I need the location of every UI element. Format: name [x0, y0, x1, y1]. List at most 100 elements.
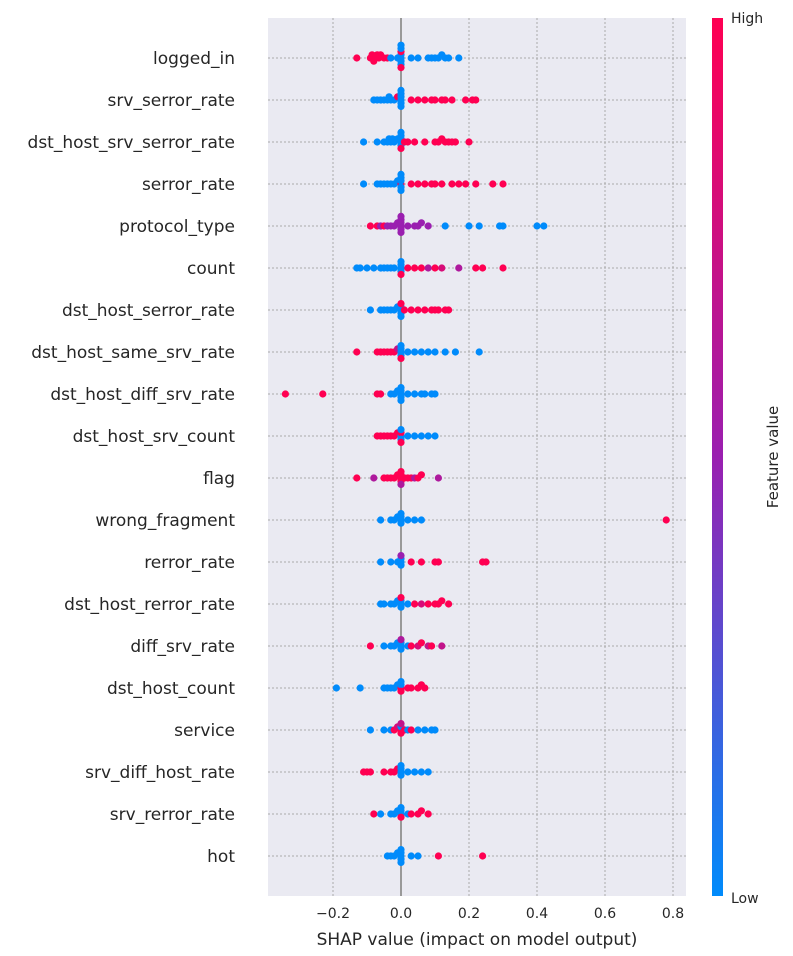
shap-point-srv_rerror_rate [377, 810, 385, 818]
shap-point-dst_host_serror_rate [434, 306, 442, 314]
shap-point-dst_host_srv_serror_rate [360, 138, 368, 146]
shap-point-count [390, 264, 398, 272]
shap-point-wrong_fragment [397, 519, 405, 527]
colorbar [712, 18, 723, 896]
shap-point-srv_serror_rate [462, 96, 470, 104]
shap-point-wrong_fragment [377, 516, 385, 524]
feature-label: rerror_rate [144, 553, 235, 573]
shap-point-srv_serror_rate [431, 96, 439, 104]
shap-point-logged_in [414, 54, 422, 62]
shap-point-logged_in [387, 54, 395, 62]
shap-point-srv_rerror_rate [370, 810, 378, 818]
shap-point-serror_rate [438, 180, 446, 188]
shap-point-flag [353, 474, 361, 482]
shap-point-serror_rate [397, 170, 405, 178]
shap-point-wrong_fragment [404, 516, 412, 524]
shap-point-serror_rate [431, 180, 439, 188]
shap-point-service [414, 726, 422, 734]
feature-label: dst_host_srv_count [73, 427, 236, 447]
shap-point-rerror_rate [397, 561, 405, 569]
feature-label: srv_rerror_rate [110, 805, 235, 825]
shap-point-dst_host_srv_serror_rate [397, 144, 405, 152]
shap-point-protocol_type [475, 222, 483, 230]
shap-point-srv_serror_rate [414, 96, 422, 104]
shap-point-dst_host_count [421, 684, 429, 692]
shap-point-dst_host_count [356, 684, 364, 692]
shap-point-protocol_type [465, 222, 473, 230]
shap-point-count [397, 258, 405, 266]
shap-point-dst_host_rerror_rate [424, 600, 432, 608]
x-tick-label: 0.8 [662, 906, 684, 922]
shap-point-srv_diff_host_rate [397, 771, 405, 779]
feature-label: dst_host_count [107, 679, 235, 699]
feature-label: dst_host_rerror_rate [64, 595, 235, 615]
shap-point-diff_srv_rate [380, 642, 388, 650]
shap-point-dst_host_srv_serror_rate [404, 138, 412, 146]
shap-point-protocol_type [533, 222, 541, 230]
shap-point-dst_host_srv_count [431, 432, 439, 440]
shap-point-rerror_rate [434, 558, 442, 566]
shap-point-logged_in [397, 64, 405, 72]
shap-point-dst_host_same_srv_rate [417, 348, 425, 356]
feature-label: count [187, 259, 235, 279]
shap-point-dst_host_serror_rate [366, 306, 374, 314]
shap-point-hot [414, 852, 422, 860]
shap-point-srv_serror_rate [397, 86, 405, 94]
shap-point-dst_host_diff_srv_rate [431, 390, 439, 398]
shap-point-count [438, 264, 446, 272]
shap-point-hot [434, 852, 442, 860]
shap-point-srv_serror_rate [397, 102, 405, 110]
shap-point-dst_host_count [397, 687, 405, 695]
colorbar-low-label: Low [731, 891, 759, 907]
shap-point-rerror_rate [417, 558, 425, 566]
shap-point-dst_host_diff_srv_rate [397, 384, 405, 392]
shap-point-serror_rate [489, 180, 497, 188]
shap-point-dst_host_same_srv_rate [397, 342, 405, 350]
shap-point-serror_rate [397, 186, 405, 194]
feature-label: srv_serror_rate [108, 91, 235, 111]
shap-point-dst_host_srv_count [417, 432, 425, 440]
shap-point-serror_rate [455, 180, 463, 188]
shap-point-hot [397, 846, 405, 854]
shap-point-diff_srv_rate [438, 642, 446, 650]
shap-point-flag [397, 480, 405, 488]
shap-point-wrong_fragment [411, 516, 419, 524]
shap-point-dst_host_serror_rate [445, 306, 453, 314]
shap-point-dst_host_srv_count [424, 432, 432, 440]
shap-point-dst_host_rerror_rate [445, 600, 453, 608]
shap-point-protocol_type [417, 219, 425, 227]
shap-point-srv_diff_host_rate [417, 768, 425, 776]
shap-point-wrong_fragment [397, 509, 405, 518]
shap-point-dst_host_diff_srv_rate [319, 390, 327, 398]
shap-point-wrong_fragment [417, 516, 425, 524]
feature-label: flag [203, 469, 235, 489]
shap-point-count [397, 270, 405, 278]
shap-point-srv_diff_host_rate [424, 768, 432, 776]
shap-point-dst_host_same_srv_rate [411, 348, 419, 356]
shap-point-dst_host_same_srv_rate [475, 348, 483, 356]
shap-point-dst_host_rerror_rate [411, 600, 419, 608]
shap-point-dst_host_same_srv_rate [431, 348, 439, 356]
shap-point-count [411, 264, 419, 272]
shap-point-serror_rate [360, 180, 368, 188]
shap-point-dst_host_rerror_rate [417, 600, 425, 608]
shap-point-logged_in [397, 41, 405, 49]
shap-point-flag [397, 468, 405, 476]
shap-point-logged_in [353, 54, 361, 62]
x-tick-label: 0.6 [594, 906, 616, 922]
shap-point-rerror_rate [482, 558, 490, 566]
shap-point-srv_diff_host_rate [404, 768, 412, 776]
feature-label: serror_rate [142, 175, 235, 195]
feature-label: dst_host_same_srv_rate [31, 343, 235, 363]
shap-point-srv_diff_host_rate [380, 768, 388, 776]
shap-point-service [397, 720, 405, 728]
x-axis-label: SHAP value (impact on model output) [317, 930, 638, 950]
shap-point-dst_host_count [407, 684, 415, 692]
shap-point-serror_rate [448, 180, 456, 188]
shap-point-dst_host_same_srv_rate [441, 348, 449, 356]
shap-point-dst_host_diff_srv_rate [404, 390, 412, 398]
shap-point-wrong_fragment [662, 516, 670, 524]
shap-point-rerror_rate [387, 558, 395, 566]
feature-label: srv_diff_host_rate [85, 763, 235, 783]
shap-point-srv_rerror_rate [417, 807, 425, 815]
